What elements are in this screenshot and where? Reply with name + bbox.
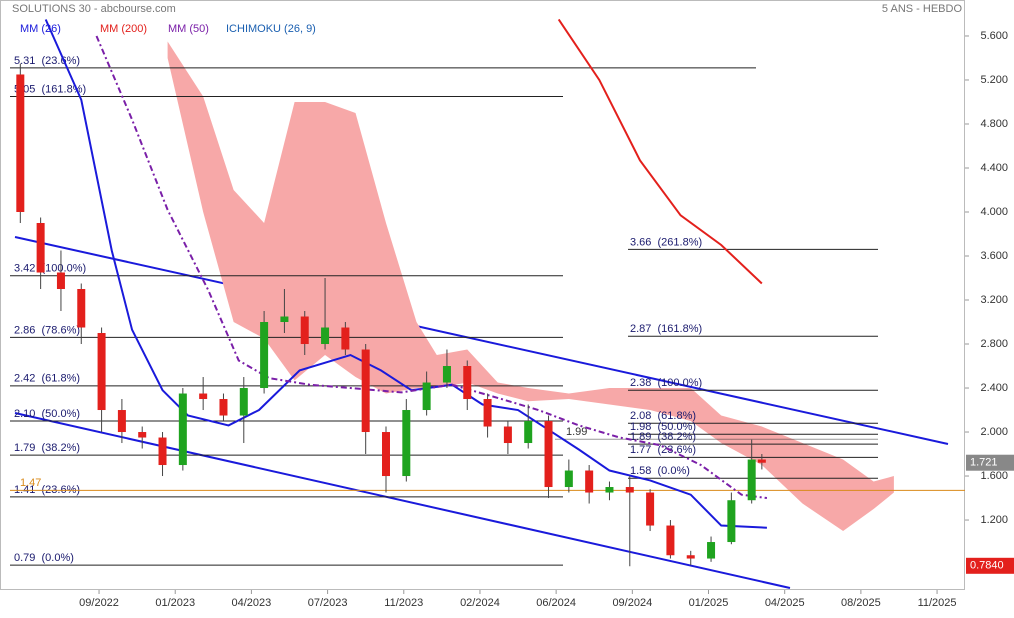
candle-body [158,437,167,466]
candle-body [605,487,614,493]
x-tick-label: 02/2024 [460,597,500,609]
x-tick-label: 04/2025 [765,597,805,609]
x-tick-label: 08/2025 [841,597,881,609]
candle-body [686,555,695,559]
candle-body [97,333,106,411]
fibonacci-label: 3.66 (261.8%) [630,236,702,248]
candle-body [442,366,451,383]
fibonacci-label: 5.05 (161.8%) [14,83,86,95]
candle-body [341,327,350,350]
candle-body [585,470,594,493]
candle-body [402,410,411,477]
y-tick-label: 3.200 [980,294,1008,306]
fibonacci-label: 3.42 (100.0%) [14,263,86,275]
annotation-label: 1.47 [20,477,41,489]
fibonacci-label: 2.10 (50.0%) [14,408,80,420]
candle-body [463,366,472,400]
y-tick-label: 2.800 [980,338,1008,350]
legend-entry: MM (200) [100,23,147,35]
x-tick-label: 01/2023 [155,597,195,609]
candle-body [625,487,634,493]
x-tick-label: 09/2024 [612,597,652,609]
candle-body [757,459,766,463]
fibonacci-label: 2.38 (100.0%) [630,377,702,389]
fibonacci-label: 2.87 (161.8%) [630,323,702,335]
legend-entry: MM (26) [20,23,61,35]
candle-body [199,393,208,400]
plot-frame [0,0,965,590]
x-tick-label: 07/2023 [308,597,348,609]
candle-body [422,382,431,411]
fibonacci-label: 1.89 (38.2%) [630,431,696,443]
candle-body [321,327,330,345]
fibonacci-label: 1.79 (38.2%) [14,442,80,454]
candle-body [138,432,147,438]
candle-body [260,322,269,389]
candle-body [117,410,126,433]
candle-body [564,470,573,488]
fibonacci-label: 5.31 (23.6%) [14,55,80,67]
candle-body [524,421,533,444]
candle-body [666,525,675,556]
candle-body [361,349,370,433]
low-price-box [966,557,1014,574]
x-tick-label: 11/2025 [918,597,957,609]
candle-body [382,432,390,477]
y-tick-label: 4.400 [980,162,1008,174]
y-tick-label: 1.200 [980,514,1008,526]
candle-body [77,289,86,328]
trend-line [14,236,949,445]
y-tick-label: 4.800 [980,118,1008,130]
y-tick-label: 1.600 [980,470,1008,482]
annotation-label: 1.99 [566,426,587,438]
fibonacci-label: 2.08 (61.8%) [630,410,696,422]
moving-average [44,19,767,529]
candle-body [56,272,65,290]
last-price-label: 1.721 [970,457,998,469]
y-tick-label: 3.600 [980,250,1008,262]
y-tick-label: 5.600 [980,30,1008,42]
x-tick-label: 09/2022 [79,597,119,609]
candle-body [300,316,309,345]
candle-body [16,74,25,212]
candle-body [36,222,45,273]
y-tick-label: 2.400 [980,382,1008,394]
candle-body [747,459,756,501]
y-tick-label: 5.200 [980,74,1008,86]
x-tick-label: 04/2023 [232,597,272,609]
y-tick-label: 4.000 [980,206,1008,218]
x-tick-label: 01/2025 [689,597,729,609]
last-price-box [966,454,1014,471]
candle-body [280,316,289,323]
chart-subtitle: 5 ANS - HEBDO [882,3,963,15]
fibonacci-label: 2.86 (78.6%) [14,324,80,336]
ichimoku-cloud [167,41,894,532]
candle-body [544,421,553,488]
candle-body [646,492,655,526]
candle-body [178,393,187,466]
candle-body [727,500,736,543]
candle-body [239,388,248,416]
fibonacci-label: 2.42 (61.8%) [14,373,80,385]
fibonacci-label: 1.98 (50.0%) [630,421,696,433]
candle-body [219,399,228,416]
low-price-label: 0.7840 [970,560,1004,572]
legend-entry: MM (50) [168,23,209,35]
legend-entry: ICHIMOKU (26, 9) [226,23,316,35]
candle-body [503,426,512,444]
fibonacci-label: 0.79 (0.0%) [14,552,74,564]
x-tick-label: 06/2024 [536,597,576,609]
trend-line [14,412,791,589]
fibonacci-label: 1.77 (23.6%) [630,444,696,456]
y-tick-label: 2.000 [980,426,1008,438]
x-tick-label: 11/2023 [384,597,423,609]
moving-average [557,18,763,285]
fibonacci-label: 1.58 (0.0%) [630,465,690,477]
candle-body [483,399,492,427]
candle-body [707,542,716,559]
chart-title: SOLUTIONS 30 - abcbourse.com [12,3,176,15]
